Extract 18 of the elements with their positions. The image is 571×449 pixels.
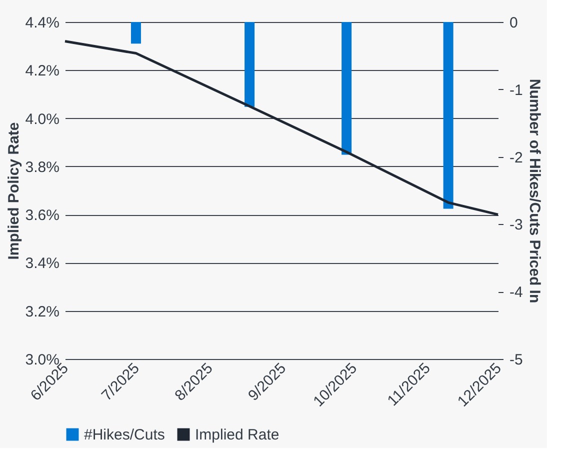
y2-tick-label: -4 [510,284,523,302]
y2-tick-label: -5 [510,352,523,368]
line-series [64,40,500,216]
y2-tick-label: 0 [510,14,518,32]
y2-tick-label: -1 [510,82,523,99]
legend-label: #Hikes/Cuts [84,426,165,444]
y-axis-title: Implied Policy Rate [5,122,22,260]
y-tick-label: 4.2% [25,62,60,80]
y2-axis-title: Number of Hikes/Cuts Priced In [526,78,543,304]
legend-label: Implied Rate [195,426,280,444]
y-tick-label: 3.4% [25,255,60,272]
y-tick-label: 4.4% [25,14,60,32]
y2-tick-label: -3 [510,216,523,234]
y-tick-label: 4.0% [25,110,60,128]
y-tick-label: 3.8% [25,158,60,176]
y-tick-label: 3.6% [25,207,60,224]
y-tick-label: 3.2% [25,303,60,320]
y2-tick-label: -2 [510,149,523,166]
